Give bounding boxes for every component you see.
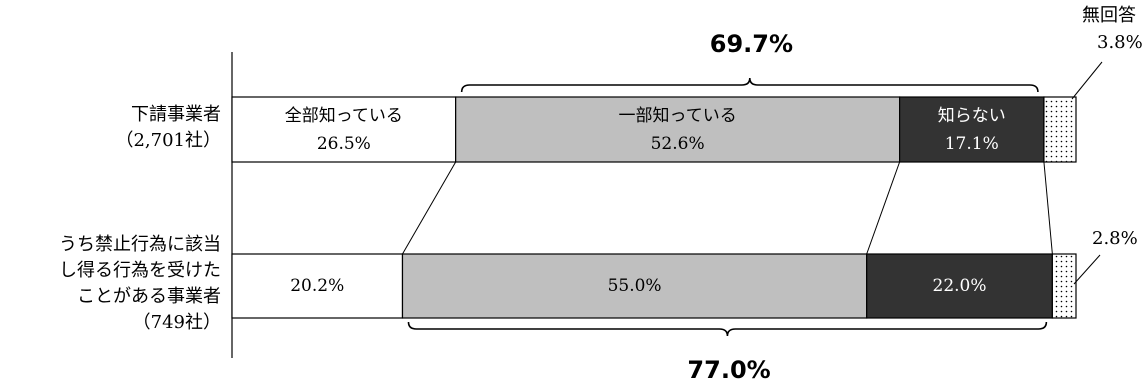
- data-label-2-2: 55.0%: [607, 276, 662, 296]
- leader-line-row2: [1073, 254, 1101, 285]
- category-label-1: 下請事業者 （2,701社）: [115, 102, 221, 154]
- bar-segment-2-2: [401, 253, 868, 319]
- connector-line-1: [402, 161, 457, 255]
- category-label-2: うち禁止行為に該当 し得る行為を受けたことがある事業者 （749社）: [59, 232, 221, 336]
- connector-line-2: [866, 161, 901, 255]
- series-name-label-4: 無回答: [1082, 5, 1136, 26]
- data-label-1-4: 3.8%: [1097, 32, 1143, 53]
- series-name-label-2: 一部知っている: [618, 106, 737, 126]
- series-name-label-1: 全部知っている: [284, 106, 403, 126]
- bar-segment-2-4: [1051, 253, 1077, 319]
- category-label-line: ことがある事業者: [77, 286, 221, 307]
- category-label-line: （749社）: [132, 312, 221, 333]
- series-name-label-3: 知らない: [937, 106, 1006, 126]
- category-label-line: 下請事業者: [131, 103, 221, 125]
- bar-segment-1-4: [1043, 96, 1077, 163]
- leader-line-row1: [1071, 61, 1103, 100]
- bar-segment-1-1: [231, 96, 457, 163]
- connector-line-3: [1043, 161, 1053, 255]
- bar-segment-1-2: [455, 96, 901, 163]
- data-label-1-2: 52.6%: [650, 134, 705, 154]
- bottom-brace-label: 77.0%: [687, 356, 771, 384]
- bottom-brace: [407, 321, 1048, 337]
- category-label-line: し得る行為を受けた: [59, 260, 221, 281]
- bar-segment-1-3: [899, 96, 1045, 163]
- data-label-2-1: 20.2%: [290, 276, 345, 296]
- category-label-line: うち禁止行為に該当: [59, 234, 221, 255]
- data-label-1-1: 26.5%: [316, 134, 371, 154]
- data-label-1-3: 17.1%: [944, 134, 999, 154]
- data-label-2-4: 2.8%: [1092, 228, 1138, 249]
- top-brace-label: 69.7%: [709, 30, 794, 58]
- category-label-line: （2,701社）: [115, 129, 221, 151]
- top-brace: [460, 77, 1039, 93]
- data-label-2-3: 22.0%: [932, 276, 987, 296]
